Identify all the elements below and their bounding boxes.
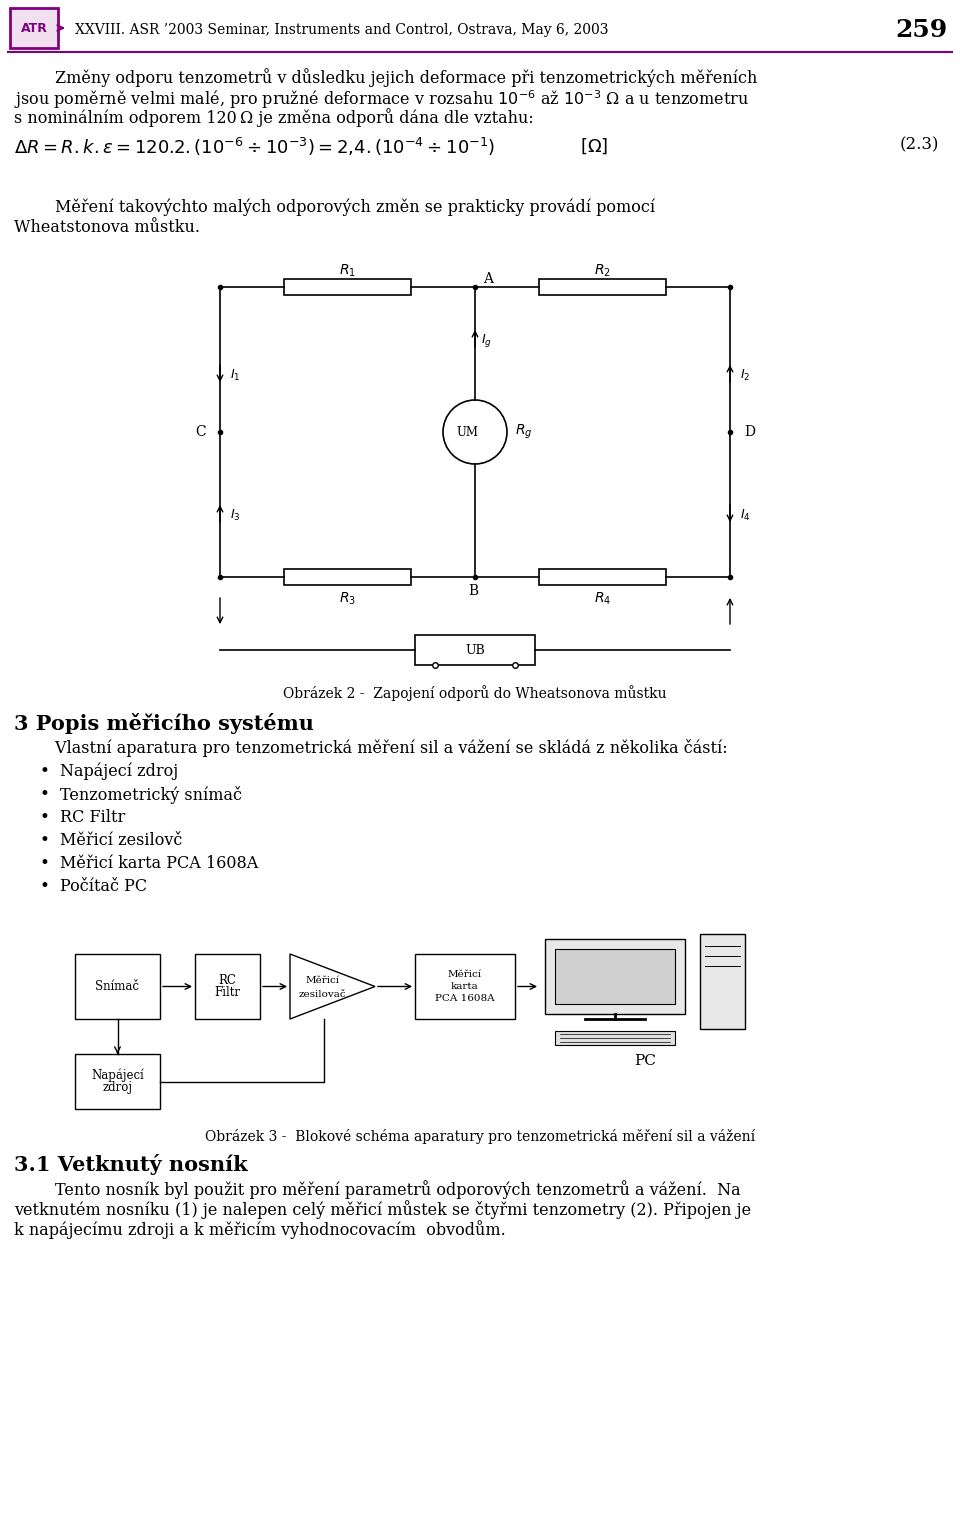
Text: Wheatstonova můstku.: Wheatstonova můstku.: [14, 219, 200, 236]
Text: Vlastní aparatura pro tenzometrická měření sil a vážení se skládá z několika čás: Vlastní aparatura pro tenzometrická měře…: [14, 739, 728, 757]
Text: Tenzometrický snímač: Tenzometrický snímač: [60, 786, 242, 805]
Text: Napájecí: Napájecí: [91, 1069, 144, 1083]
Bar: [545, 938, 685, 1015]
Text: 3 Popis měřicího systému: 3 Popis měřicího systému: [14, 713, 314, 735]
Text: vetknutém nosníku (1) je nalepen celý měřicí můstek se čtyřmi tenzometry (2). Př: vetknutém nosníku (1) je nalepen celý mě…: [14, 1200, 751, 1218]
Bar: [539, 278, 666, 295]
Bar: [700, 934, 745, 1030]
Text: XXVIII. ASR ’2003 Seminar, Instruments and Control, Ostrava, May 6, 2003: XXVIII. ASR ’2003 Seminar, Instruments a…: [75, 23, 609, 37]
Text: •: •: [40, 832, 50, 849]
Text: 3.1 Vetknutý nosník: 3.1 Vetknutý nosník: [14, 1154, 248, 1176]
Text: $R_g$: $R_g$: [515, 423, 533, 441]
Text: $I_2$: $I_2$: [740, 368, 751, 383]
Text: $I_3$: $I_3$: [230, 508, 241, 523]
Polygon shape: [290, 954, 375, 1019]
Text: PC: PC: [634, 1054, 656, 1068]
Text: RC: RC: [219, 973, 236, 987]
Text: s nominálním odporem 120 Ω je změna odporů dána dle vztahu:: s nominálním odporem 120 Ω je změna odpo…: [14, 108, 534, 126]
Text: $I_1$: $I_1$: [230, 368, 240, 383]
Text: $I_g$: $I_g$: [481, 332, 492, 348]
Bar: [284, 569, 411, 586]
Text: Měřicí karta PCA 1608A: Měřicí karta PCA 1608A: [60, 855, 258, 872]
Text: Obrázek 2 -  Zapojení odporů do Wheatsonova můstku: Obrázek 2 - Zapojení odporů do Wheatsono…: [283, 684, 667, 701]
Text: $R_2$: $R_2$: [594, 263, 611, 280]
Text: A: A: [483, 272, 493, 286]
Text: zdroj: zdroj: [103, 1081, 132, 1094]
Text: •: •: [40, 809, 50, 826]
Text: zesilovač: zesilovač: [299, 990, 347, 999]
Bar: [284, 278, 411, 295]
Text: Snímač: Snímač: [95, 980, 139, 993]
Text: $\Delta R = R.k.\varepsilon = 120.2.\left(10^{-6} \div 10^{-3}\right) = 2{,}4.\l: $\Delta R = R.k.\varepsilon = 120.2.\lef…: [14, 135, 495, 158]
Text: •: •: [40, 855, 50, 872]
Bar: [10, 8, 58, 49]
Text: Napájecí zdroj: Napájecí zdroj: [60, 764, 179, 780]
Bar: [415, 634, 535, 665]
Text: C: C: [196, 424, 206, 440]
Text: Filtr: Filtr: [214, 986, 241, 999]
Text: $R_3$: $R_3$: [339, 590, 356, 607]
Text: karta: karta: [451, 983, 479, 992]
Text: PCA 1608A: PCA 1608A: [435, 995, 494, 1002]
Circle shape: [443, 400, 507, 464]
Text: $I_4$: $I_4$: [740, 508, 751, 523]
Text: $R_1$: $R_1$: [339, 263, 356, 280]
Text: UB: UB: [466, 643, 485, 657]
Text: RC Filtr: RC Filtr: [60, 809, 125, 826]
Text: ATR: ATR: [20, 21, 47, 35]
Text: Změny odporu tenzometrů v důsledku jejich deformace při tenzometrických měřeních: Změny odporu tenzometrů v důsledku jejic…: [14, 68, 757, 87]
Text: Měřicí: Měřicí: [305, 976, 339, 986]
Text: $R_4$: $R_4$: [594, 590, 612, 607]
Text: Měřicí zesilovč: Měřicí zesilovč: [60, 832, 182, 849]
Text: Měřicí: Měřicí: [448, 970, 482, 980]
Bar: [75, 1054, 160, 1109]
Text: $[\Omega]$: $[\Omega]$: [580, 135, 609, 155]
Text: (2.3): (2.3): [900, 135, 940, 154]
Bar: [195, 954, 260, 1019]
Text: Počítač PC: Počítač PC: [60, 878, 147, 894]
Text: D: D: [744, 424, 755, 440]
Text: jsou poměrně velmi malé, pro pružné deformace v rozsahu $10^{-6}$ až $10^{-3}$ Ω: jsou poměrně velmi malé, pro pružné defo…: [14, 88, 749, 111]
Text: •: •: [40, 786, 50, 803]
Text: Tento nosník byl použit pro měření parametrů odporových tenzometrů a vážení.  Na: Tento nosník byl použit pro měření param…: [14, 1180, 740, 1199]
Bar: [555, 1031, 675, 1045]
Text: Obrázek 3 -  Blokové schéma aparatury pro tenzometrická měření sil a vážení: Obrázek 3 - Blokové schéma aparatury pro…: [204, 1129, 756, 1144]
Text: •: •: [40, 878, 50, 894]
Text: k napájecímu zdroji a k měřicím vyhodnocovacím  obvodům.: k napájecímu zdroji a k měřicím vyhodnoc…: [14, 1220, 506, 1240]
Bar: [539, 569, 666, 586]
Bar: [75, 954, 160, 1019]
Bar: [415, 954, 515, 1019]
Bar: [555, 949, 675, 1004]
Text: UM: UM: [456, 426, 478, 438]
Text: 259: 259: [896, 18, 948, 43]
Text: Měření takovýchto malých odporových změn se prakticky provádí pomocí: Měření takovýchto malých odporových změn…: [14, 199, 655, 216]
Text: •: •: [40, 764, 50, 780]
Text: B: B: [468, 584, 478, 598]
